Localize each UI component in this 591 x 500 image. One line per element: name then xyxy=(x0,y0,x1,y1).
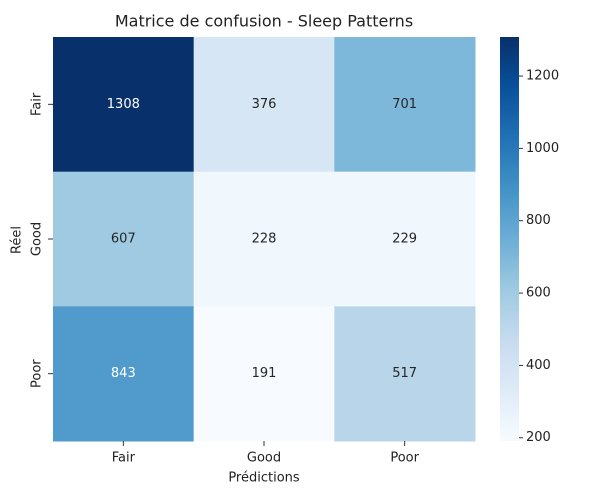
heatmap-cell xyxy=(53,37,195,173)
colorbar xyxy=(500,37,519,441)
cell-label: 701 xyxy=(392,97,417,112)
heatmap-cell xyxy=(334,37,476,173)
colorbar-tick-label: 600 xyxy=(526,286,551,301)
y-axis-label: Réel xyxy=(10,226,25,254)
cell-label: 228 xyxy=(252,232,277,247)
colorbar-tick-label: 400 xyxy=(526,358,551,373)
cell-label: 376 xyxy=(252,97,277,112)
cell-label: 843 xyxy=(111,366,136,381)
colorbar-tick-label: 800 xyxy=(526,213,551,228)
colorbar-tick-label: 200 xyxy=(526,430,551,445)
chart-title: Matrice de confusion - Sleep Patterns xyxy=(115,12,413,31)
heatmap-cell xyxy=(334,306,476,442)
heatmap-cell xyxy=(193,306,335,442)
cell-label: 1308 xyxy=(107,97,140,112)
heatmap-cell xyxy=(193,37,335,173)
heatmap-cell xyxy=(53,171,195,307)
x-axis-label: Prédictions xyxy=(228,471,300,486)
x-tick-label: Fair xyxy=(112,451,136,466)
cell-label: 607 xyxy=(111,232,136,247)
heatmap-cell xyxy=(193,171,335,307)
heatmap-cell xyxy=(334,171,476,307)
x-tick-label: Good xyxy=(247,451,281,466)
y-tick-label: Good xyxy=(30,222,45,256)
y-tick-label: Poor xyxy=(30,359,45,388)
heatmap-cell xyxy=(53,306,195,442)
cell-label: 517 xyxy=(392,366,417,381)
x-tick-label: Poor xyxy=(390,451,419,466)
colorbar-tick-label: 1000 xyxy=(526,141,559,156)
y-tick-label: Fair xyxy=(30,92,45,116)
cell-label: 191 xyxy=(252,366,277,381)
colorbar-tick-label: 1200 xyxy=(526,69,559,84)
cell-label: 229 xyxy=(392,232,417,247)
